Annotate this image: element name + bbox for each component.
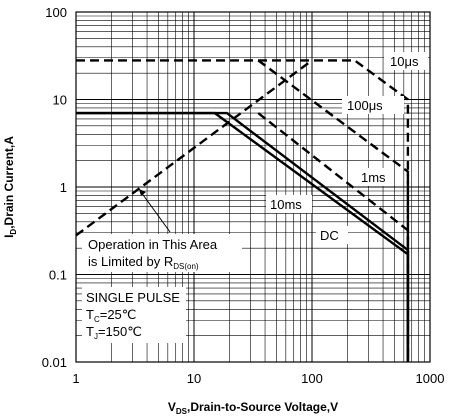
tc-sub: C (94, 315, 100, 324)
x-tick-label: 100 (301, 371, 323, 386)
y-tick-label: 0.01 (42, 355, 67, 370)
rds-note-line2-sub: DS(on) (173, 262, 199, 271)
y-tick-label: 10 (53, 93, 67, 108)
single-pulse-label: SINGLE PULSE (86, 290, 180, 305)
rds-arrow-head (139, 189, 146, 196)
rds-note-bg (82, 234, 242, 272)
series-label-100us: 100μs (347, 98, 383, 113)
rds-note-line2-main: is Limited by R (88, 254, 173, 269)
tick-labels: 1 10 100 1000 100 10 1 0.1 0.01 (42, 5, 445, 386)
tj-label: TJ=150℃ (86, 324, 142, 341)
x-axis-title-main: V (168, 400, 176, 414)
label-bg-1ms (357, 168, 391, 186)
series-label-dc: DC (320, 228, 339, 243)
series-line-dc (76, 111, 410, 362)
rds-limit-line (75, 59, 313, 237)
tc-label: TC=25℃ (86, 307, 136, 324)
label-bg-10us (384, 52, 428, 70)
series-group (75, 59, 410, 362)
rds-note-line1: Operation in This Area (88, 237, 218, 252)
series-label-10ms: 10ms (270, 197, 302, 212)
series-label-1ms: 1ms (361, 170, 386, 185)
rds-note-line2: is Limited by RDS(on) (88, 254, 199, 271)
pulse-note-bg (82, 287, 186, 343)
plot-frame (75, 11, 431, 363)
x-tick-label: 10 (187, 371, 201, 386)
label-bg-dc (316, 226, 348, 244)
tj-main: T (86, 324, 94, 339)
y-tick-label: 0.1 (49, 268, 67, 283)
x-axis-title-rest: ,Drain-to-Source Voltage,V (187, 400, 338, 414)
label-bg-10ms (266, 195, 312, 213)
y-axis-title: ID,Drain Current,A (2, 136, 18, 238)
tc-rest: =25℃ (100, 307, 137, 322)
grid (76, 12, 430, 362)
y-tick-label: 100 (45, 5, 67, 20)
series-line-1ms (257, 112, 410, 362)
series-label-10us: 10μs (390, 54, 419, 69)
label-bg-100us (342, 96, 404, 114)
x-tick-label: 1000 (416, 371, 445, 386)
tj-rest: =150℃ (98, 324, 142, 339)
y-axis-title-main: I (2, 235, 16, 238)
x-axis-title-sub: DS (176, 407, 188, 416)
tj-sub: J (94, 332, 98, 341)
rds-arrow-line (140, 191, 171, 233)
x-tick-label: 1 (72, 371, 79, 386)
series-line-10s (76, 59, 410, 362)
x-axis-title: VDS,Drain-to-Source Voltage,V (168, 400, 338, 416)
y-axis-title-rest: ,Drain Current,A (2, 136, 16, 229)
tc-main: T (86, 307, 94, 322)
y-tick-label: 1 (60, 180, 67, 195)
y-axis-title-sub: D (9, 229, 18, 235)
